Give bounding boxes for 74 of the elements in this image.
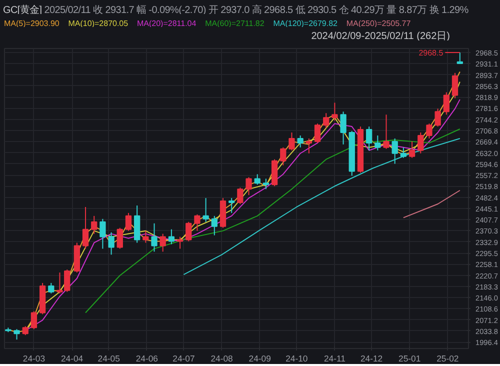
x-tick-label: 25-02 <box>436 354 459 364</box>
x-tick-label: 24-03 <box>22 354 46 364</box>
candlestick <box>91 215 98 234</box>
candlestick <box>400 146 407 158</box>
candlestick <box>14 328 20 340</box>
candlestick <box>125 212 132 232</box>
candlestick <box>426 123 432 139</box>
candlestick <box>151 222 158 252</box>
candlestick <box>142 230 149 244</box>
candlestick <box>134 205 140 244</box>
candlestick <box>408 140 416 158</box>
candlestick <box>418 132 424 154</box>
text: 2025/02/11 <box>44 5 91 16</box>
candlestick <box>228 198 235 214</box>
text: 幅 -0.09%(-2.70) <box>136 5 206 16</box>
text: 换 1.29% <box>429 5 468 16</box>
text: MA(20)=2811.04 <box>136 19 196 28</box>
candlestick <box>30 310 38 330</box>
x-tick-label: 24-09 <box>248 354 272 364</box>
candlestick <box>82 206 89 250</box>
text: MA(5)=2903.90 <box>4 19 60 28</box>
text: 收 2931.7 <box>93 5 134 16</box>
text: 高 2968.5 <box>252 5 293 16</box>
x-tick-label: 24-12 <box>360 354 383 364</box>
candlestick <box>340 111 346 145</box>
candlestick <box>314 123 321 144</box>
candlestick <box>297 134 304 148</box>
text: 量 8.87万 <box>386 5 427 16</box>
line-series <box>183 138 460 276</box>
x-tick-label: 24-07 <box>172 354 195 364</box>
candlestick <box>254 174 260 186</box>
annotation: 2968.5 <box>418 48 444 58</box>
candlestick <box>323 112 330 129</box>
candlestick <box>374 134 381 151</box>
x-tick-label: 25-01 <box>398 354 421 364</box>
text: 低 2930.5 <box>295 5 336 16</box>
x-tick-label: 24-10 <box>286 354 308 364</box>
candlestick <box>456 52 463 64</box>
candlestick <box>366 126 372 151</box>
x-tick-label: 24-08 <box>210 354 234 364</box>
candlestick <box>116 227 123 250</box>
candlestick <box>194 214 200 232</box>
candlestick <box>176 236 184 250</box>
candlestick <box>383 114 390 150</box>
candlestick <box>288 132 295 151</box>
candlestick <box>186 221 192 242</box>
candlestick <box>48 282 54 294</box>
candlestick <box>443 92 450 116</box>
candlestick <box>237 187 244 205</box>
text: 开 2937.0 <box>208 5 250 16</box>
text: 仓 40.29万 <box>338 5 384 16</box>
candlestick <box>100 218 106 250</box>
candlestick <box>434 108 441 128</box>
candlestick <box>202 198 209 222</box>
candlestick <box>280 146 286 166</box>
x-tick-label: 24-11 <box>324 354 346 364</box>
candlestick <box>168 228 175 245</box>
candlestick <box>211 215 218 236</box>
text: MA(120)=2679.82 <box>273 19 338 28</box>
candlestick <box>262 178 270 190</box>
candlestick <box>306 138 312 154</box>
text: MA(250)=2505.77 <box>346 19 411 28</box>
x-tick-label: 24-05 <box>98 354 120 364</box>
candlestick <box>271 158 278 187</box>
x-tick-label: 24-04 <box>60 354 84 364</box>
line-series <box>85 128 460 314</box>
text: MA(10)=2870.05 <box>68 19 128 28</box>
candlestick <box>332 102 338 122</box>
x-tick-label: 24-06 <box>136 354 158 364</box>
candlestick <box>246 176 252 196</box>
candlestick <box>452 72 458 99</box>
text: MA(60)=2711.82 <box>205 19 264 28</box>
candlestick <box>108 232 114 256</box>
candlestick <box>160 233 166 252</box>
